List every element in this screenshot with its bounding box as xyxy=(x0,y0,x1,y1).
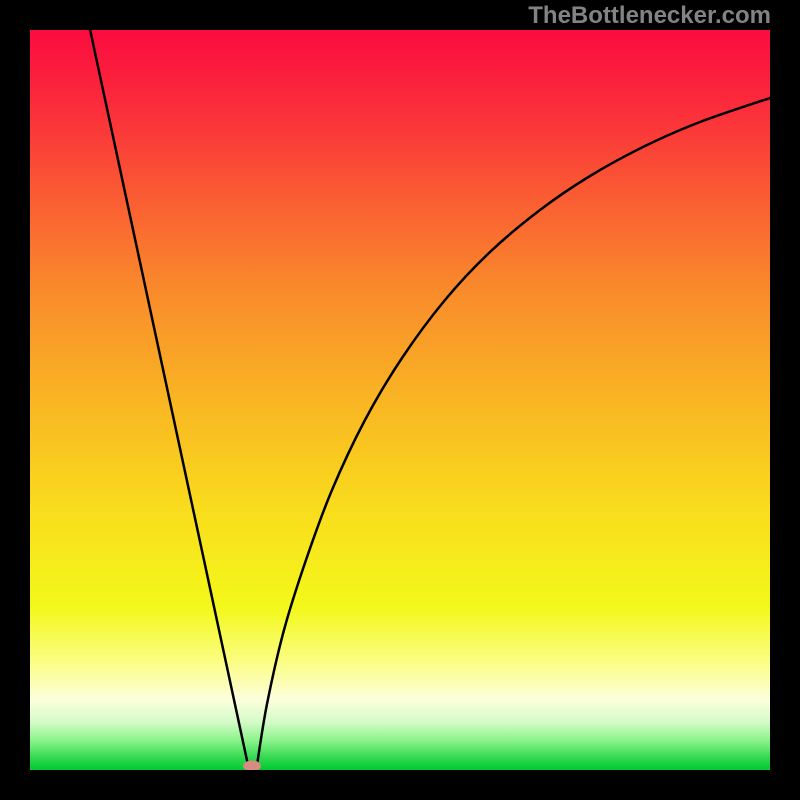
curve-left-segment xyxy=(88,30,248,765)
plot-area xyxy=(30,30,770,770)
bottleneck-curve xyxy=(30,30,770,770)
chart-container: TheBottlenecker.com xyxy=(0,0,800,800)
optimum-point-marker xyxy=(243,761,261,771)
curve-right-segment xyxy=(257,98,770,765)
watermark-label: TheBottlenecker.com xyxy=(528,2,771,30)
